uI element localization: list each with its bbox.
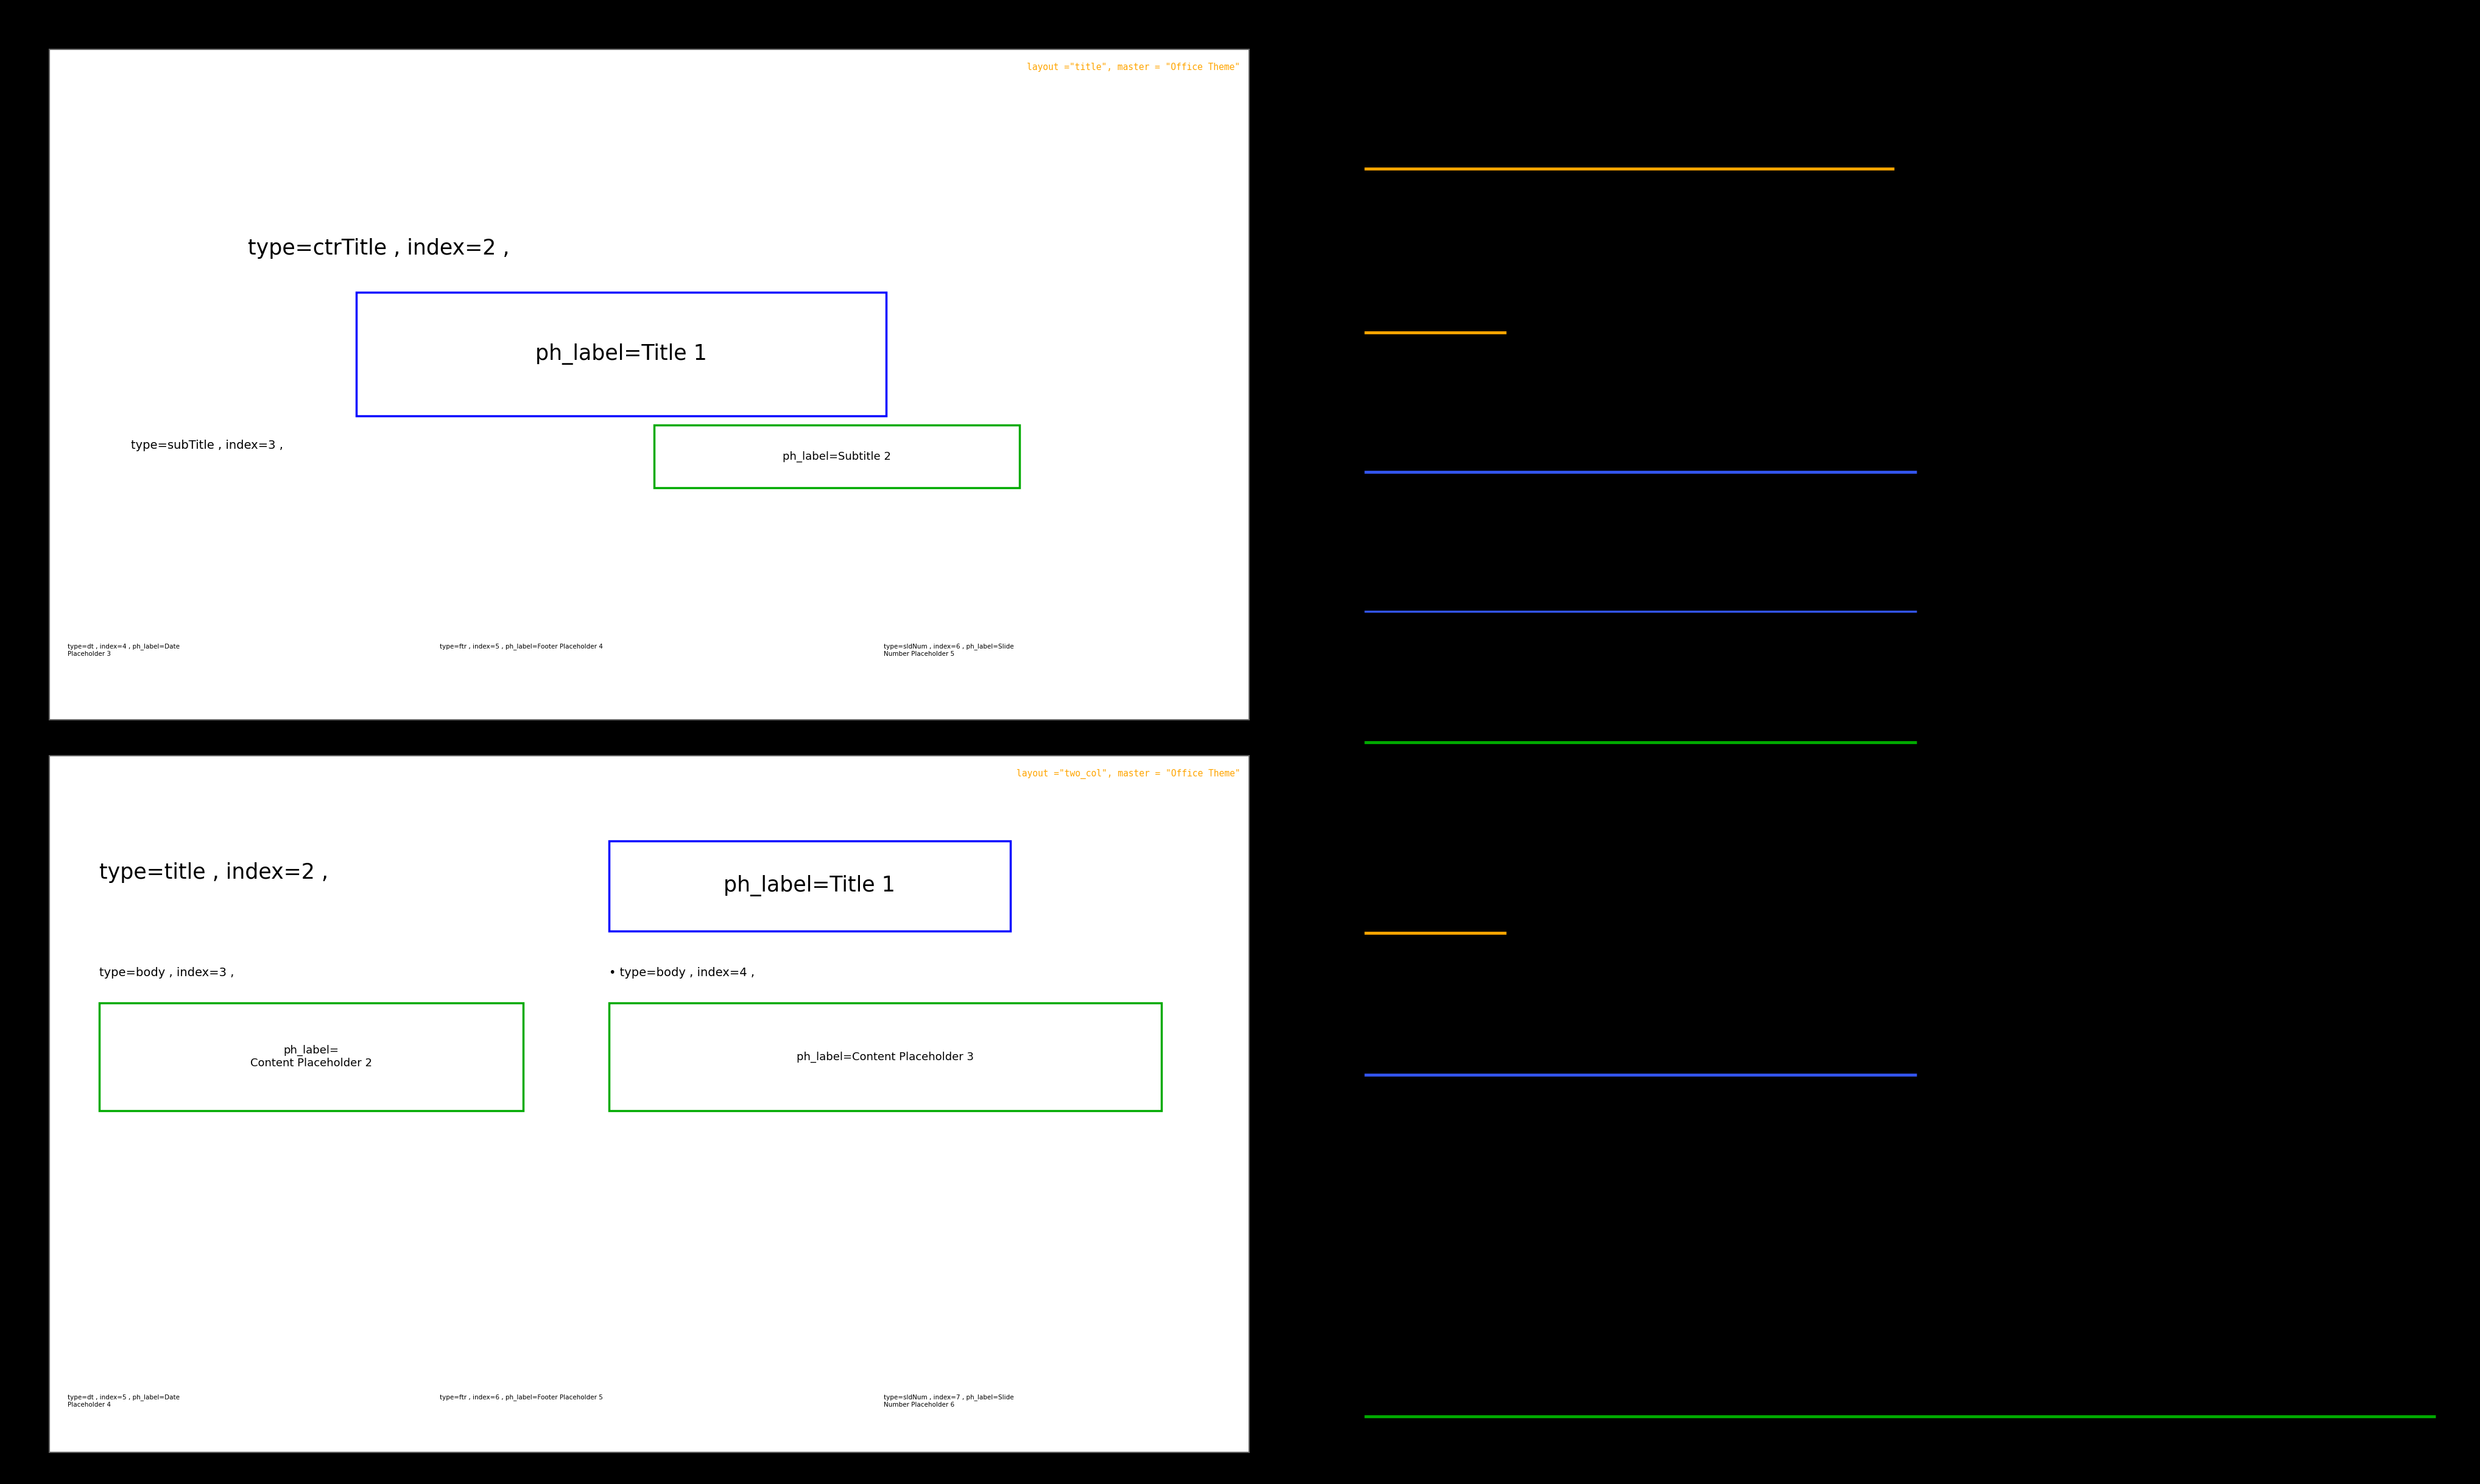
- Bar: [655, 424, 1019, 488]
- Text: type=subTitle , index=3 ,: type=subTitle , index=3 ,: [131, 439, 283, 451]
- Bar: [608, 841, 1009, 930]
- Bar: [357, 292, 885, 416]
- Text: type=body , index=3 ,: type=body , index=3 ,: [99, 968, 233, 978]
- Text: ph_label=Title 1: ph_label=Title 1: [536, 343, 707, 365]
- Text: type=sldNum , index=7 , ph_label=Slide
Number Placeholder 6: type=sldNum , index=7 , ph_label=Slide N…: [883, 1393, 1014, 1408]
- Bar: [99, 1003, 523, 1110]
- Text: type=ctrTitle , index=2 ,: type=ctrTitle , index=2 ,: [248, 237, 508, 258]
- Text: • type=body , index=4 ,: • type=body , index=4 ,: [608, 968, 754, 978]
- Text: type=sldNum , index=6 , ph_label=Slide
Number Placeholder 5: type=sldNum , index=6 , ph_label=Slide N…: [883, 643, 1014, 657]
- Text: layout ="title", master = "Office Theme": layout ="title", master = "Office Theme": [1027, 62, 1240, 73]
- Bar: [608, 1003, 1161, 1110]
- Text: type=dt , index=5 , ph_label=Date
Placeholder 4: type=dt , index=5 , ph_label=Date Placeh…: [67, 1393, 179, 1408]
- Bar: [50, 49, 1250, 720]
- Text: ph_label=Content Placeholder 3: ph_label=Content Placeholder 3: [796, 1051, 975, 1063]
- Text: layout ="two_col", master = "Office Theme": layout ="two_col", master = "Office Them…: [1017, 769, 1240, 779]
- Text: ph_label=Title 1: ph_label=Title 1: [724, 876, 895, 896]
- Text: type=title , index=2 ,: type=title , index=2 ,: [99, 862, 327, 883]
- Bar: [50, 755, 1250, 1453]
- Text: ph_label=
Content Placeholder 2: ph_label= Content Placeholder 2: [250, 1045, 372, 1068]
- Text: type=dt , index=4 , ph_label=Date
Placeholder 3: type=dt , index=4 , ph_label=Date Placeh…: [67, 643, 179, 657]
- Text: type=ftr , index=5 , ph_label=Footer Placeholder 4: type=ftr , index=5 , ph_label=Footer Pla…: [439, 643, 603, 650]
- Text: type=ftr , index=6 , ph_label=Footer Placeholder 5: type=ftr , index=6 , ph_label=Footer Pla…: [439, 1393, 603, 1401]
- Text: ph_label=Subtitle 2: ph_label=Subtitle 2: [781, 451, 890, 462]
